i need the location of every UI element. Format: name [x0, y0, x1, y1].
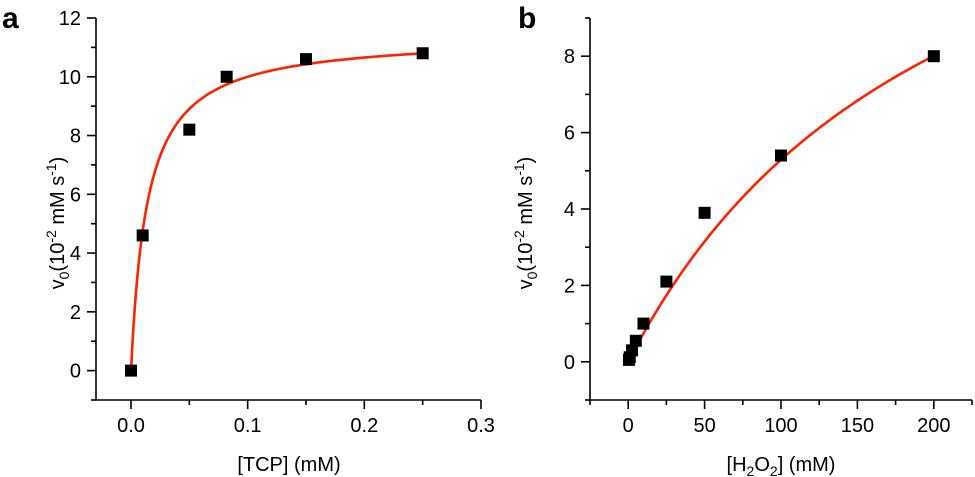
panel-b: b 0 50 100 150 200 0 2 4 6 8 [H2O2] (mM) v0(10-2 … — [511, 2, 973, 477]
panel-a-x-tick-label: 0.1 — [234, 415, 262, 437]
panel-b-x-tick-label: 100 — [764, 415, 797, 437]
panel-a-x-tick-label: 0.3 — [467, 415, 495, 437]
panel-b-x-tick-label: 150 — [841, 415, 874, 437]
panel-a-y-tick-label: 4 — [70, 243, 81, 265]
panel-a-y-tick-label: 10 — [59, 67, 81, 89]
panel-a-data-point — [220, 70, 233, 83]
panel-b-y-tick-label: 6 — [564, 123, 575, 145]
panel-letter-a: a — [2, 2, 19, 35]
panel-a-data-point — [136, 229, 149, 242]
panel-a: a 0.0 0.1 0.2 0.3 0 2 4 6 8 10 12 [TCP] (mM) v0(10… — [2, 2, 495, 476]
panel-a-fit-curve — [129, 52, 423, 371]
panel-a-data-point — [300, 53, 312, 66]
panel-a-plot: 0.0 0.1 0.2 0.3 0 2 4 6 8 10 12 — [59, 8, 495, 437]
panel-b-y-axis-title: v0(10-2 mM s-1) — [511, 157, 540, 290]
panel-b-data-point — [626, 344, 639, 357]
panel-b-x-axis-title: [H2O2] (mM) — [727, 454, 836, 477]
panel-a-y-tick-label: 12 — [59, 8, 81, 30]
panel-a-data-point — [125, 364, 137, 377]
panel-a-y-tick-label: 0 — [70, 361, 81, 383]
panel-b-data-point — [927, 50, 940, 63]
panel-a-y-tick-label: 6 — [70, 184, 81, 206]
panel-a-y-axis-title: v0(10-2 mM s-1) — [43, 157, 72, 290]
panel-b-x-tick-label: 0 — [623, 415, 634, 437]
panel-b-data-point — [660, 275, 673, 288]
panel-a-x-axis-title: [TCP] (mM) — [237, 454, 340, 476]
panel-letter-b: b — [518, 2, 536, 35]
panel-a-x-tick-label: 0.2 — [350, 415, 378, 437]
panel-b-data-point — [629, 334, 642, 347]
panel-a-y-tick-label: 8 — [70, 126, 81, 148]
panel-b-y-tick-label: 2 — [564, 275, 575, 297]
panel-b-x-tick-label: 200 — [917, 415, 950, 437]
panel-a-x-tick-label: 0.0 — [117, 415, 145, 437]
panel-b-data-point — [637, 317, 650, 330]
panel-b-data-point — [698, 206, 711, 219]
panel-b-x-tick-label: 50 — [693, 415, 715, 437]
panel-a-y-tick-label: 2 — [70, 302, 81, 324]
panel-b-data-point — [775, 149, 787, 162]
panel-b-plot: 0 50 100 150 200 0 2 4 6 8 — [564, 17, 973, 437]
panel-b-y-tick-label: 4 — [564, 199, 575, 221]
panel-b-y-tick-label: 0 — [564, 352, 575, 374]
panel-a-data-point — [183, 123, 196, 136]
panel-b-fit-curve — [627, 54, 935, 363]
panel-a-data-point — [416, 47, 429, 60]
panel-b-y-tick-label: 8 — [564, 46, 575, 68]
